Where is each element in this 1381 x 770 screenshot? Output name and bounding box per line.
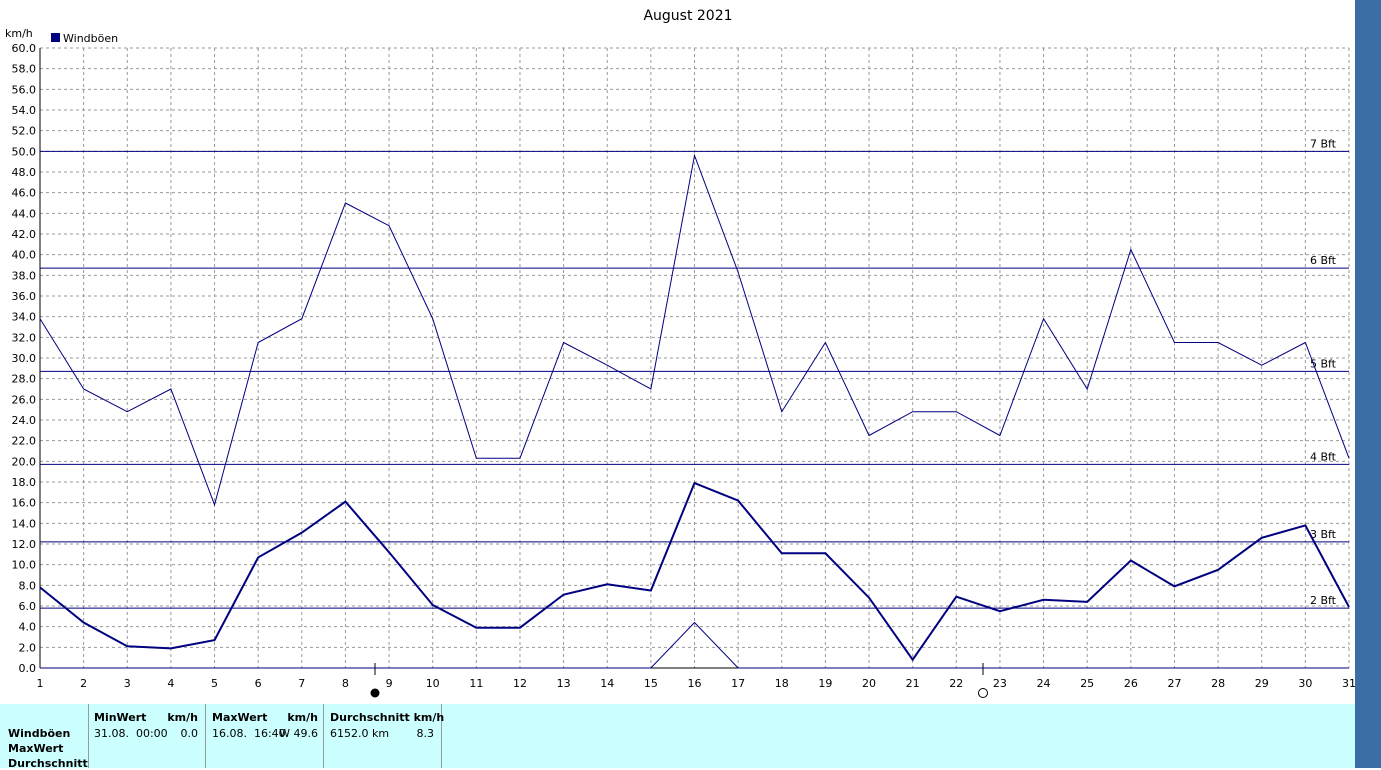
side-strip — [1355, 0, 1381, 768]
y-tick-label: 26.0 — [12, 393, 37, 406]
table-separator — [323, 704, 324, 768]
x-tick-label: 13 — [557, 677, 571, 690]
x-tick-label: 6 — [255, 677, 262, 690]
x-tick-label: 1 — [37, 677, 44, 690]
new-moon-icon — [978, 688, 988, 698]
y-tick-label: 34.0 — [12, 311, 37, 324]
series-line — [40, 621, 1349, 669]
x-tick-label: 5 — [211, 677, 218, 690]
x-tick-label: 15 — [644, 677, 658, 690]
chart-title: August 2021 — [643, 8, 732, 24]
full-moon-icon — [370, 688, 380, 698]
row-label: MaxWert — [8, 742, 64, 755]
x-tick-label: 21 — [906, 677, 920, 690]
y-tick-label: 42.0 — [12, 228, 37, 241]
stats-table: Windböen MaxWert Durchschnitt MinWert km/h Ma… — [0, 704, 1355, 770]
y-tick-label: 28.0 — [12, 373, 37, 386]
y-tick-label: 52.0 — [12, 125, 37, 138]
x-tick-label: 14 — [600, 677, 614, 690]
y-tick-label: 32.0 — [12, 331, 37, 344]
table-cell: 0.0 — [180, 727, 199, 740]
table-cell: 31.08. 00:00 — [94, 727, 168, 740]
y-tick-label: 8.0 — [19, 579, 37, 592]
y-tick-label: 54.0 — [12, 104, 37, 117]
x-tick-label: 2 — [80, 677, 87, 690]
reference-label: 2 Bft — [1310, 594, 1337, 607]
column-header: MinWert — [94, 711, 147, 724]
reference-label: 3 Bft — [1310, 528, 1337, 541]
reference-label: 4 Bft — [1310, 450, 1337, 463]
y-tick-label: 10.0 — [12, 559, 37, 572]
y-tick-label: 60.0 — [12, 42, 37, 55]
y-tick-label: 40.0 — [12, 249, 37, 262]
y-tick-label: 44.0 — [12, 207, 37, 220]
x-tick-label: 23 — [993, 677, 1007, 690]
table-cell: 8.3 — [416, 727, 435, 740]
x-tick-label: 30 — [1298, 677, 1312, 690]
y-tick-label: 16.0 — [12, 497, 37, 510]
x-tick-label: 28 — [1211, 677, 1225, 690]
y-tick-label: 4.0 — [19, 621, 37, 634]
y-tick-label: 30.0 — [12, 352, 37, 365]
reference-label: 6 Bft — [1310, 254, 1337, 267]
x-tick-label: 19 — [818, 677, 832, 690]
series-line — [39, 481, 1350, 662]
y-tick-label: 56.0 — [12, 83, 37, 96]
x-tick-label: 26 — [1124, 677, 1138, 690]
x-tick-label: 31 — [1342, 677, 1355, 690]
y-tick-label: 36.0 — [12, 290, 37, 303]
table-separator — [88, 704, 89, 768]
y-unit: km/h — [5, 27, 33, 40]
x-tick-label: 18 — [775, 677, 789, 690]
y-tick-label: 12.0 — [12, 538, 37, 551]
y-tick-label: 0.0 — [19, 662, 37, 675]
table-cell: W 49.6 — [279, 727, 318, 740]
column-header: MaxWert — [212, 711, 268, 724]
column-header: km/h — [287, 711, 318, 724]
y-tick-label: 38.0 — [12, 269, 37, 282]
table-cell: 16.08. 16:40 — [212, 727, 286, 740]
y-tick-label: 50.0 — [12, 145, 37, 158]
table-separator — [205, 704, 206, 768]
x-tick-label: 9 — [386, 677, 393, 690]
x-tick-label: 10 — [426, 677, 440, 690]
x-tick-label: 27 — [1167, 677, 1181, 690]
x-tick-label: 17 — [731, 677, 745, 690]
x-tick-label: 24 — [1037, 677, 1051, 690]
x-tick-label: 3 — [124, 677, 131, 690]
column-header: Durchschnitt km/h — [330, 711, 445, 724]
x-tick-label: 11 — [469, 677, 483, 690]
y-tick-label: 24.0 — [12, 414, 37, 427]
table-separator — [441, 704, 442, 768]
legend-swatch — [51, 33, 60, 42]
table-cell: 6152.0 km — [330, 727, 390, 740]
y-tick-label: 22.0 — [12, 435, 37, 448]
y-tick-label: 14.0 — [12, 517, 37, 530]
y-tick-label: 48.0 — [12, 166, 37, 179]
row-label: Durchschnitt — [8, 757, 88, 770]
x-tick-label: 7 — [298, 677, 305, 690]
column-header: km/h — [167, 711, 198, 724]
x-tick-label: 16 — [688, 677, 702, 690]
y-tick-label: 18.0 — [12, 476, 37, 489]
x-tick-label: 12 — [513, 677, 527, 690]
y-tick-label: 6.0 — [19, 600, 37, 613]
chart: August 2021 km/h Windböen 0.0 2.0 4.0 6.0 8.… — [5, 8, 1355, 698]
x-tick-label: 29 — [1255, 677, 1269, 690]
series-line — [39, 153, 1350, 507]
reference-label: 7 Bft — [1310, 137, 1337, 150]
y-tick-label: 20.0 — [12, 455, 37, 468]
x-tick-label: 4 — [167, 677, 174, 690]
x-tick-label: 8 — [342, 677, 349, 690]
x-tick-label: 22 — [949, 677, 963, 690]
reference-label: 5 Bft — [1310, 357, 1337, 370]
y-tick-label: 58.0 — [12, 63, 37, 76]
row-label: Windböen — [8, 727, 71, 740]
y-tick-label: 46.0 — [12, 187, 37, 200]
x-tick-label: 25 — [1080, 677, 1094, 690]
y-tick-label: 2.0 — [19, 641, 37, 654]
x-tick-label: 20 — [862, 677, 876, 690]
legend-label: Windböen — [63, 32, 118, 45]
